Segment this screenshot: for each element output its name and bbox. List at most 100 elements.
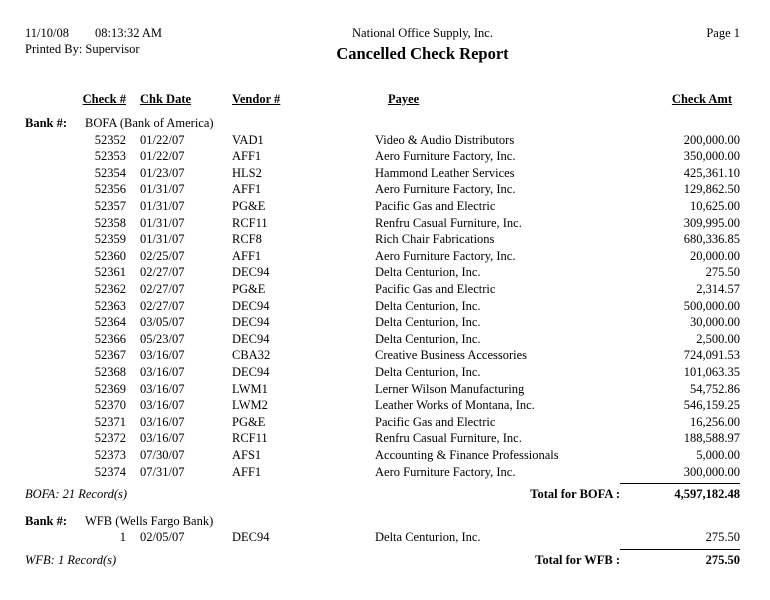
check-date: 01/31/07 xyxy=(140,182,185,197)
check-number: 52354 xyxy=(94,165,126,180)
bank-footer: BOFA: 21 Record(s) Total for BOFA : 4,59… xyxy=(25,483,740,503)
column-spacer xyxy=(126,281,133,298)
check-amount: 350,000.00 xyxy=(683,149,740,164)
payee-name: Renfru Casual Furniture, Inc. xyxy=(375,431,522,446)
check-amount: 275.50 xyxy=(705,530,740,545)
column-spacer xyxy=(126,529,133,546)
column-headers: Check # Chk Date Vendor # Payee Check Am… xyxy=(25,91,740,108)
check-amount: 16,256.00 xyxy=(690,414,740,429)
check-date: 03/16/07 xyxy=(140,381,185,396)
payee-name: Aero Furniture Factory, Inc. xyxy=(375,248,516,263)
column-spacer xyxy=(126,464,133,481)
column-spacer xyxy=(126,397,133,414)
check-date: 01/23/07 xyxy=(140,165,185,180)
check-row: 52370 03/16/07 LWM2 Leather Works of Mon… xyxy=(25,397,740,414)
check-number: 52369 xyxy=(94,381,126,396)
vendor-number: DEC94 xyxy=(232,315,270,330)
check-date: 01/22/07 xyxy=(140,149,185,164)
column-spacer xyxy=(126,148,133,165)
bank-total-label: Total for WFB : xyxy=(535,552,620,567)
check-amount: 30,000.00 xyxy=(690,315,740,330)
page-number: Page 1 xyxy=(706,26,740,40)
column-header-date: Chk Date xyxy=(140,91,192,106)
check-amount: 20,000.00 xyxy=(690,248,740,263)
column-spacer xyxy=(126,298,133,315)
check-row: 52356 01/31/07 AFF1 Aero Furniture Facto… xyxy=(25,181,740,198)
vendor-number: DEC94 xyxy=(232,298,270,313)
payee-name: Hammond Leather Services xyxy=(375,165,515,180)
bank-total-label: Total for BOFA : xyxy=(530,487,620,502)
check-date: 03/16/07 xyxy=(140,414,185,429)
vendor-number: PG&E xyxy=(232,282,266,297)
column-spacer xyxy=(126,414,133,431)
check-amount: 425,361.10 xyxy=(683,165,740,180)
print-datetime: 11/10/08 08:13:32 AM xyxy=(25,26,225,42)
check-amount: 680,336.85 xyxy=(683,232,740,247)
vendor-number: LWM2 xyxy=(232,398,268,413)
bank-record-count: WFB: 1 Record(s) xyxy=(25,552,117,567)
vendor-number: AFF1 xyxy=(232,248,262,263)
bank-number-label: Bank #: xyxy=(25,116,68,131)
payee-name: Delta Centurion, Inc. xyxy=(375,298,481,313)
payee-name: Video & Audio Distributors xyxy=(375,132,515,147)
payee-name: Leather Works of Montana, Inc. xyxy=(375,398,535,413)
column-spacer xyxy=(126,314,133,331)
vendor-number: VAD1 xyxy=(232,132,264,147)
column-spacer xyxy=(126,231,133,248)
bank-section: Bank #: BOFA (Bank of America) 52352 01/… xyxy=(25,115,740,503)
check-amount: 300,000.00 xyxy=(683,464,740,479)
check-row: 52368 03/16/07 DEC94 Delta Centurion, In… xyxy=(25,364,740,381)
check-number: 52368 xyxy=(94,365,126,379)
column-spacer xyxy=(126,132,133,149)
check-date: 01/22/07 xyxy=(140,132,185,147)
vendor-number: RCF11 xyxy=(232,215,268,230)
check-amount: 2,500.00 xyxy=(696,331,740,346)
vendor-number: LWM1 xyxy=(232,381,268,396)
bank-total-amount: 275.50 xyxy=(620,548,740,569)
column-spacer xyxy=(126,447,133,464)
header-center: National Office Supply, Inc. Cancelled C… xyxy=(225,26,620,64)
check-date: 03/05/07 xyxy=(140,315,185,330)
payee-name: Delta Centurion, Inc. xyxy=(375,530,481,545)
column-spacer xyxy=(126,165,133,182)
vendor-number: PG&E xyxy=(232,414,266,429)
check-date: 02/27/07 xyxy=(140,282,185,297)
check-number: 52357 xyxy=(94,199,126,214)
check-amount: 200,000.00 xyxy=(683,132,740,147)
check-number: 52367 xyxy=(94,348,126,363)
bank-section: Bank #: WFB (Wells Fargo Bank) 1 02/05/0… xyxy=(25,513,740,569)
check-number: 52360 xyxy=(94,248,126,263)
vendor-number: RCF8 xyxy=(232,232,262,247)
payee-name: Aero Furniture Factory, Inc. xyxy=(375,182,516,197)
bank-rows: 52352 01/22/07 VAD1 Video & Audio Distri… xyxy=(25,132,740,480)
check-date: 01/31/07 xyxy=(140,199,185,214)
payee-name: Pacific Gas and Electric xyxy=(375,199,496,214)
payee-name: Pacific Gas and Electric xyxy=(375,414,496,429)
check-row: 52364 03/05/07 DEC94 Delta Centurion, In… xyxy=(25,314,740,331)
column-spacer xyxy=(126,381,133,398)
check-number: 1 xyxy=(119,530,126,545)
check-amount: 275.50 xyxy=(705,265,740,280)
bank-record-count: BOFA: 21 Record(s) xyxy=(25,487,128,502)
check-number: 52370 xyxy=(94,398,126,413)
column-spacer xyxy=(126,364,133,381)
check-number: 52359 xyxy=(94,232,126,247)
check-row: 52362 02/27/07 PG&E Pacific Gas and Elec… xyxy=(25,281,740,298)
vendor-number: AFF1 xyxy=(232,464,262,479)
payee-name: Delta Centurion, Inc. xyxy=(375,265,481,280)
check-amount: 5,000.00 xyxy=(696,447,740,462)
payee-name: Accounting & Finance Professionals xyxy=(375,447,559,462)
column-spacer xyxy=(126,331,133,348)
vendor-number: PG&E xyxy=(232,199,266,214)
check-number: 52356 xyxy=(94,182,126,197)
column-header-check: Check # xyxy=(82,91,126,106)
check-amount: 309,995.00 xyxy=(683,215,740,230)
check-date: 07/30/07 xyxy=(140,447,185,462)
bank-number-label: Bank #: xyxy=(25,513,68,528)
check-amount: 188,588.97 xyxy=(683,431,740,446)
column-header-payee: Payee xyxy=(388,91,420,106)
payee-name: Delta Centurion, Inc. xyxy=(375,315,481,330)
check-row: 52371 03/16/07 PG&E Pacific Gas and Elec… xyxy=(25,414,740,431)
check-number: 52371 xyxy=(94,414,126,429)
